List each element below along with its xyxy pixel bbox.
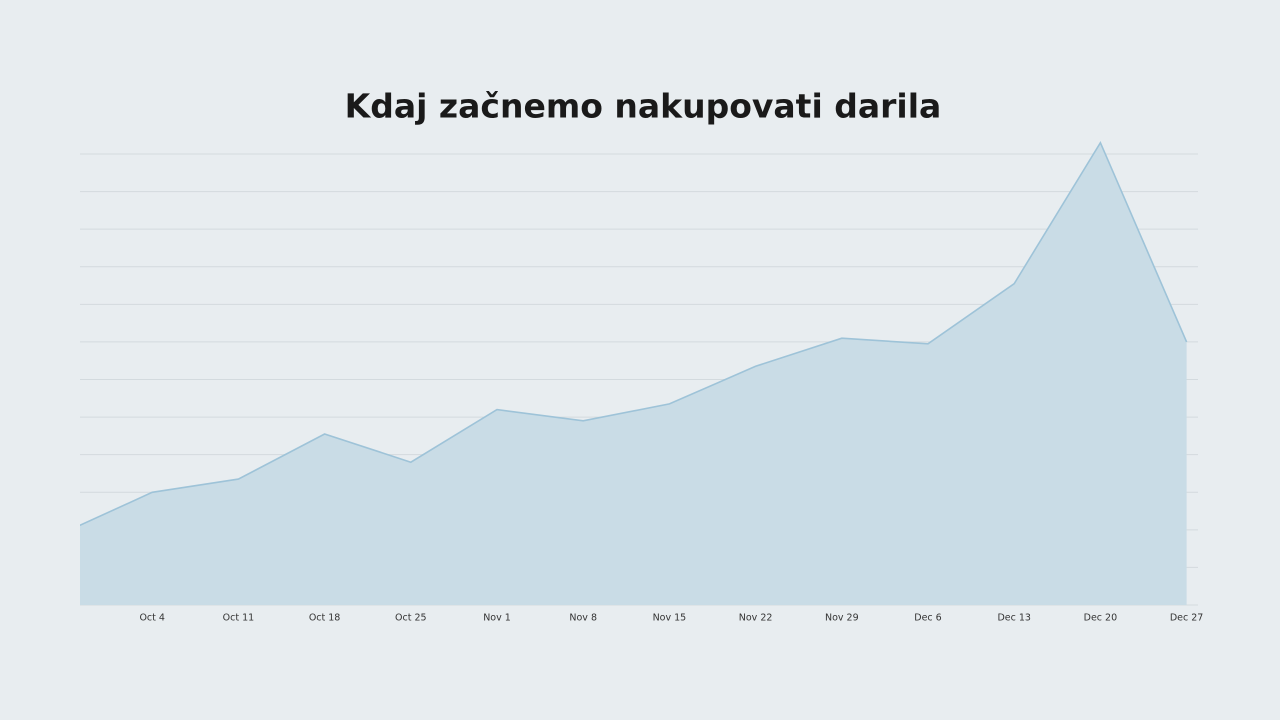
x-tick-label: Nov 29 bbox=[825, 613, 859, 624]
area bbox=[80, 142, 1187, 605]
x-axis: Oct 4 Oct 11 Oct 18 Oct 25 Nov 1 Nov 8 Nov 15 N… bbox=[139, 613, 1203, 624]
x-tick-label: Oct 11 bbox=[223, 613, 255, 624]
x-tick-label: Dec 13 bbox=[997, 613, 1031, 624]
x-tick-label: Oct 4 bbox=[139, 613, 165, 624]
x-tick-label: Nov 1 bbox=[483, 613, 511, 624]
x-tick-label: Dec 6 bbox=[914, 613, 941, 624]
x-tick-label: Dec 27 bbox=[1170, 613, 1204, 624]
x-tick-label: Oct 18 bbox=[309, 613, 341, 624]
chart-title: Kdaj začnemo nakupovati darila bbox=[345, 87, 942, 126]
area-line bbox=[80, 140, 1188, 527]
plot-area bbox=[80, 140, 1188, 605]
x-tick-label: Nov 8 bbox=[569, 613, 597, 624]
x-tick-label: Oct 25 bbox=[395, 613, 427, 624]
x-tick-label: Dec 20 bbox=[1084, 613, 1118, 624]
x-tick-label: Nov 22 bbox=[739, 613, 773, 624]
x-tick-label: Nov 15 bbox=[653, 613, 687, 624]
